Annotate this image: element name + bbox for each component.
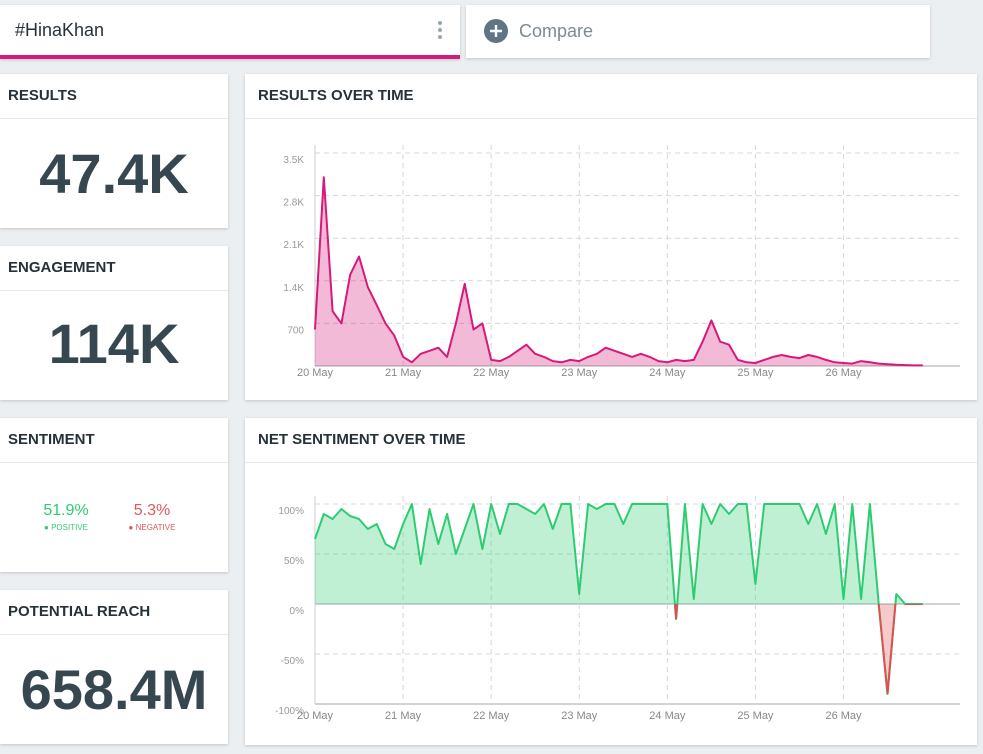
negative-block: 5.3% ● NEGATIVE [126, 502, 178, 532]
menu-icon[interactable] [434, 19, 446, 43]
positive-block: 51.9% ● POSITIVE [40, 502, 92, 532]
compare-label[interactable]: Compare [519, 21, 594, 41]
search-box[interactable]: #HinaKhan [0, 5, 460, 59]
x-tick-label: 20 May [297, 710, 334, 722]
chart-title: NET SENTIMENT OVER TIME [245, 418, 977, 463]
y-tick-label: 1.4K [283, 283, 304, 294]
card-value: 114K [48, 312, 180, 375]
card-title: RESULTS [0, 74, 228, 119]
y-tick-label: 2.1K [283, 240, 304, 251]
x-tick-label: 26 May [825, 710, 862, 722]
x-tick-label: 25 May [737, 710, 774, 722]
y-tick-label: 50% [284, 556, 304, 567]
add-icon[interactable] [483, 18, 509, 44]
x-tick-label: 23 May [561, 367, 598, 379]
line [314, 503, 923, 695]
sentiment-card: SENTIMENT 51.9% ● POSITIVE 5.3% ● NEGATI… [0, 418, 228, 572]
x-tick-label: 20 May [297, 367, 334, 379]
area [315, 504, 923, 604]
x-tick-label: 22 May [473, 367, 510, 379]
negative-value: 5.3% [133, 502, 171, 519]
chart-title: RESULTS OVER TIME [245, 74, 977, 119]
y-tick-label: 2.8K [283, 198, 304, 209]
card-title: SENTIMENT [0, 418, 228, 463]
reach-card: POTENTIAL REACH 658.4M [0, 590, 228, 744]
positive-caption: ● POSITIVE [44, 523, 88, 532]
x-tick-label: 21 May [385, 367, 422, 379]
y-tick-label: 100% [278, 506, 304, 517]
y-tick-label: 0% [290, 606, 305, 617]
x-tick-label: 22 May [473, 710, 510, 722]
y-tick-label: -100% [275, 706, 304, 717]
card-value: 658.4M [20, 658, 208, 721]
y-tick-label: -50% [281, 656, 304, 667]
area [315, 177, 923, 366]
card-title: ENGAGEMENT [0, 246, 228, 291]
x-tick-label: 25 May [737, 367, 774, 379]
x-tick-label: 21 May [385, 710, 422, 722]
compare-box[interactable]: Compare [466, 5, 930, 58]
sentiment-chart-card: NET SENTIMENT OVER TIME -100% -50% 0% 50% 10… [245, 418, 977, 745]
negative-label: NEGATIVE [135, 523, 176, 532]
chart: 700 1.4K 2.1K 2.8K 3.5K 20 May 21 May 22 May 23 … [283, 145, 960, 379]
search-query[interactable]: #HinaKhan [15, 20, 105, 40]
positive-value: 51.9% [43, 502, 89, 519]
positive-label: POSITIVE [51, 523, 88, 532]
engagement-card: ENGAGEMENT 114K [0, 246, 228, 400]
card-value: 47.4K [39, 142, 189, 205]
line [314, 176, 923, 367]
results-chart-card: RESULTS OVER TIME 700 1.4K 2.1K 2.8K 3.5K 20 … [245, 74, 977, 400]
negative-caption: ● NEGATIVE [128, 523, 176, 532]
x-tick-label: 24 May [649, 710, 686, 722]
x-tick-label: 26 May [825, 367, 862, 379]
results-card: RESULTS 47.4K [0, 74, 228, 228]
y-tick-label: 700 [287, 325, 304, 336]
x-tick-label: 23 May [561, 710, 598, 722]
card-title: POTENTIAL REACH [0, 590, 228, 635]
chart: -100% -50% 0% 50% 100% 20 May 21 May 22 May 23 M… [275, 496, 960, 722]
y-tick-label: 3.5K [283, 155, 304, 166]
x-tick-label: 24 May [649, 367, 686, 379]
